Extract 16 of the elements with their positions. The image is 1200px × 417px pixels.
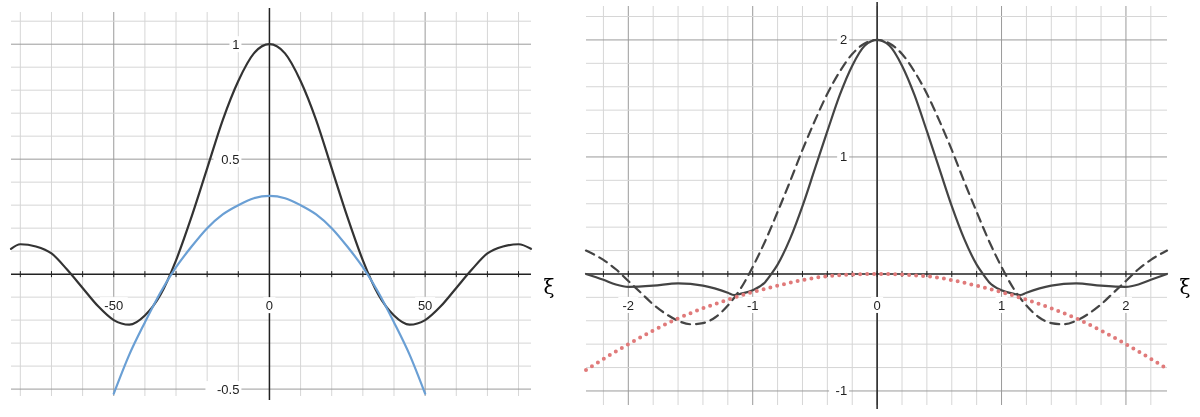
y-tick-label: 0.5 (221, 151, 240, 167)
y-tick-label: -1 (835, 383, 848, 399)
x-tick-label: 0 (873, 297, 881, 313)
x-tick-label: -2 (622, 297, 635, 313)
y-tick-label: 1 (232, 36, 240, 52)
x-tick-label: 0 (265, 298, 274, 314)
y-tick-label: 1 (839, 149, 848, 165)
x-tick-label: 1 (997, 297, 1006, 313)
x-tick-label: 2 (1122, 297, 1130, 313)
y-tick-label: 2 (839, 32, 848, 48)
y-tick-label: -0.5 (217, 381, 240, 397)
x-tick-label: 50 (417, 298, 433, 314)
x-tick-label: -1 (746, 297, 759, 313)
x-axis-title: ξ (1179, 274, 1191, 299)
x-axis-title: ξ (543, 275, 555, 300)
x-tick-label: -50 (104, 298, 124, 314)
